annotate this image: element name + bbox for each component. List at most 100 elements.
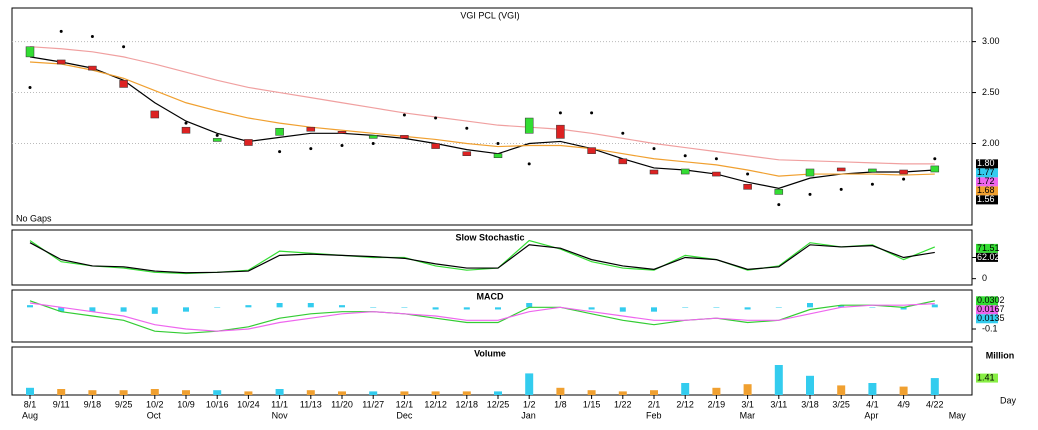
histogram-bar	[651, 307, 657, 312]
volume-bar	[650, 390, 658, 395]
histogram-bar	[775, 307, 782, 308]
unit-label: Million	[986, 350, 1015, 360]
sar-dot	[590, 111, 594, 115]
candle-body	[181, 126, 191, 134]
candle-body	[88, 65, 97, 71]
value-badge	[976, 159, 998, 169]
volume-bar	[837, 385, 846, 395]
x-tick-label: 2/12	[676, 399, 694, 409]
candle-body	[618, 158, 628, 165]
value-label: 1.56	[977, 194, 995, 204]
sar-dot	[902, 177, 906, 181]
sar-dot	[870, 182, 874, 186]
candle-body	[649, 169, 659, 175]
value-label: 0.0302	[977, 295, 1005, 305]
line-series	[29, 242, 935, 274]
y-tick-label: 0	[982, 273, 987, 283]
histogram-bar	[682, 307, 689, 308]
sar-dot	[278, 150, 282, 154]
volume-bar	[494, 391, 502, 395]
sar-dot	[465, 126, 469, 130]
histogram-bar	[838, 305, 845, 308]
y-tick-label: -0.1	[982, 323, 998, 333]
value-label: 1.77	[977, 167, 995, 177]
x-tick-label: 4/1	[866, 399, 879, 409]
volume-bar	[26, 387, 34, 395]
candle-body	[899, 169, 908, 175]
value-badge	[976, 186, 998, 196]
candle-body	[212, 138, 222, 142]
value-label: 0.0135	[977, 313, 1005, 323]
histogram-bar	[339, 305, 345, 308]
value-badge	[976, 296, 998, 306]
candle-body	[493, 153, 503, 159]
candle-body	[119, 80, 128, 88]
candle-body	[868, 168, 877, 173]
histogram-bar	[588, 307, 595, 310]
volume-bar	[806, 375, 814, 395]
value-badge	[976, 373, 998, 383]
volume-bar	[244, 391, 253, 395]
candle-body	[25, 46, 35, 58]
sar-dot	[652, 147, 656, 151]
month-label: Jan	[521, 410, 536, 420]
histogram-bar	[744, 307, 751, 310]
histogram-bar	[526, 303, 533, 308]
unit-label: Day	[1000, 395, 1017, 405]
sar-dot	[777, 203, 781, 207]
volume-bar	[681, 383, 690, 395]
line-series	[29, 300, 935, 334]
histogram-bar	[807, 303, 813, 308]
sar-dot	[933, 157, 937, 161]
histogram-bar	[307, 303, 314, 308]
month-label: Mar	[740, 410, 756, 420]
sar-dot	[309, 147, 313, 151]
histogram-bar	[869, 307, 876, 308]
x-tick-label: 9/25	[115, 399, 133, 409]
x-tick-label: 9/11	[53, 399, 70, 409]
volume-bar	[150, 389, 159, 395]
value-badge	[976, 305, 998, 315]
candle-body	[337, 131, 347, 134]
x-tick-label: 1/15	[583, 399, 601, 409]
sar-dot	[90, 35, 94, 39]
y-tick-label: 2.50	[982, 87, 1000, 97]
volume-bar	[213, 390, 222, 395]
sar-dot	[122, 45, 126, 49]
sar-dot	[215, 133, 219, 137]
pane-title: Slow Stochastic	[455, 232, 524, 242]
candle-body	[524, 117, 534, 134]
candle-body	[743, 183, 752, 190]
histogram-bar	[58, 307, 65, 312]
sar-dot	[808, 192, 812, 196]
sar-dot	[558, 111, 562, 115]
value-label: 1.41	[977, 372, 995, 382]
volume-bar	[88, 390, 97, 395]
candle-body	[930, 165, 940, 173]
volume-bar	[275, 389, 284, 395]
x-tick-label: 9/18	[84, 399, 102, 409]
value-badge	[976, 177, 998, 187]
chart-title: VGI PCL (VGI)	[460, 10, 519, 20]
x-tick-label: 11/1	[271, 399, 288, 409]
histogram-bar	[245, 305, 252, 308]
volume-bar	[899, 386, 908, 395]
value-badge	[976, 252, 998, 262]
x-tick-label: 2/19	[708, 399, 726, 409]
x-tick-label: 11/20	[331, 399, 353, 409]
candle-body	[836, 167, 846, 172]
x-tick-label: 11/13	[300, 399, 322, 409]
x-tick-label: 12/18	[456, 399, 479, 409]
volume-bar	[306, 390, 315, 395]
line-series	[29, 56, 935, 189]
pane-frame	[11, 289, 973, 343]
candle-body	[56, 59, 66, 65]
volume-bar	[743, 384, 752, 395]
candle-body	[680, 168, 690, 175]
candle-body	[400, 135, 409, 139]
volume-bar	[930, 378, 939, 395]
histogram-bar	[432, 307, 439, 310]
volume-bar	[774, 365, 783, 395]
candle-body	[556, 124, 565, 139]
